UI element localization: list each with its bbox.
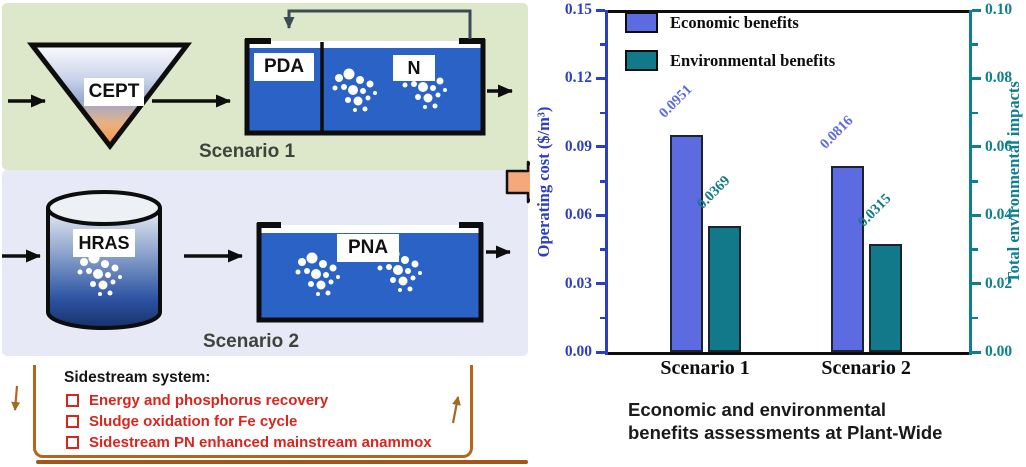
right-axis-tick-label: 0.02 (985, 274, 1013, 292)
recycle-arrow (283, 9, 472, 39)
left-axis-minor-tick (599, 111, 605, 115)
legend-entry: Environmental benefits (625, 50, 835, 71)
hras-label: HRAS (73, 229, 135, 257)
bar-economic-benefits (670, 135, 704, 352)
list-item: Sidestream PN enhanced mainstream anammo… (64, 432, 470, 453)
right-axis-tick (972, 76, 981, 80)
right-axis-tick-label: 0.04 (985, 206, 1013, 224)
legend-swatch-icon (625, 12, 658, 33)
right-axis-tick-label: 0.00 (985, 343, 1013, 360)
list-item: Sludge oxidation for Fe cycle (64, 411, 470, 432)
checkbox-icon (66, 436, 79, 449)
left-axis-tick-label: 0.06 (564, 206, 592, 224)
left-axis-tick-label: 0.03 (564, 274, 592, 292)
bar-value-label: 0.0951 (656, 81, 696, 122)
left-axis-title: Operating cost ($/m³) (534, 106, 553, 258)
chart-caption: Economic and environmental benefits asse… (628, 398, 988, 444)
legend-swatch-icon (625, 50, 658, 71)
n-label: N (393, 55, 435, 81)
chart-caption-line: Economic and environmental (628, 399, 887, 420)
chart-caption-line: benefits assessments at Plant-Wide (628, 422, 943, 443)
checkbox-icon (66, 415, 79, 428)
checkbox-icon (66, 394, 79, 407)
plot-top-spine (605, 10, 972, 13)
right-axis-minor-tick (972, 316, 978, 320)
sidestream-item-text: Sludge oxidation for Fe cycle (89, 413, 298, 430)
right-axis-tick-label: 0.08 (985, 69, 1013, 87)
right-axis-minor-tick (972, 180, 978, 183)
right-axis-tick (972, 8, 981, 12)
bar-environmental-benefits (708, 225, 742, 352)
left-axis-tick (596, 8, 605, 12)
bar-value-label: 0.0816 (817, 112, 857, 153)
right-axis-minor-tick (972, 111, 978, 115)
list-item: Energy and phosphorus recovery (64, 390, 470, 411)
scenario1-caption: Scenario 1 (198, 141, 296, 162)
legend-entry: Economic benefits (625, 12, 799, 33)
right-axis-minor-tick (972, 248, 978, 251)
legend-label: Environmental benefits (670, 50, 836, 70)
pda-label: PDA (254, 53, 314, 81)
right-axis-tick-label: 0.06 (985, 137, 1013, 155)
left-axis-tick-label: 0.09 (564, 137, 592, 155)
left-axis-spine (605, 10, 608, 355)
down-arrow-icon (11, 385, 21, 411)
right-axis-tick (972, 213, 981, 217)
plot-bottom-spine (605, 352, 972, 355)
left-axis-tick-label: 0.15 (564, 1, 592, 18)
left-axis-tick (596, 350, 605, 354)
left-axis-tick (596, 76, 605, 80)
right-axis-minor-tick (972, 43, 978, 46)
x-axis-category-label: Scenario 1 (660, 357, 750, 379)
sidestream-item-text: Sidestream PN enhanced mainstream anammo… (89, 434, 432, 451)
left-axis-tick (596, 213, 605, 217)
sidestream-title: Sidestream system: (64, 369, 211, 386)
left-axis-minor-tick (599, 180, 605, 183)
left-axis-minor-tick (599, 316, 605, 320)
right-axis-tick-label: 0.10 (985, 1, 1013, 18)
hras-cylinder (46, 190, 162, 330)
right-axis-tick (972, 282, 981, 286)
scenario2-caption: Scenario 2 (202, 331, 300, 352)
sidestream-box: Sidestream system: Energy and phosphorus… (33, 365, 473, 458)
sidestream-item-text: Energy and phosphorus recovery (89, 392, 329, 409)
left-axis-minor-tick (599, 43, 605, 46)
left-axis-tick (596, 282, 605, 286)
right-axis-tick (972, 145, 981, 149)
up-arrow-icon (451, 396, 461, 424)
right-axis-tick (972, 350, 981, 354)
bar-economic-benefits (831, 165, 865, 352)
right-axis-spine (969, 10, 972, 355)
left-axis-tick-label: 0.00 (564, 343, 592, 360)
bottom-bracket-line (36, 460, 528, 464)
left-axis-minor-tick (599, 248, 605, 251)
bar-environmental-benefits (869, 244, 903, 352)
cept-label: CEPT (84, 78, 144, 106)
x-axis-category-label: Scenario 2 (821, 357, 911, 379)
right-axis-title: Total environmental impacts (1004, 81, 1023, 283)
legend-label: Economic benefits (670, 12, 799, 32)
bar-chart: Operating cost ($/m³) Total environmenta… (530, 0, 1026, 467)
pna-label: PNA (337, 234, 399, 262)
left-axis-tick (596, 145, 605, 149)
left-axis-tick-label: 0.12 (564, 69, 592, 87)
